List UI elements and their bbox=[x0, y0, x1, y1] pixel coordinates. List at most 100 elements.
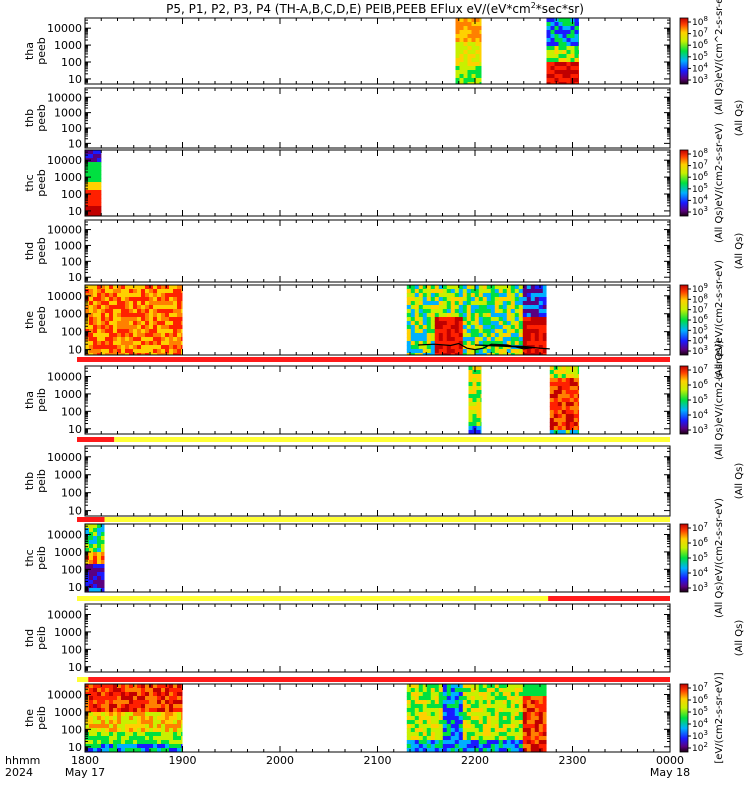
spectrogram-cell bbox=[153, 696, 158, 701]
spectrogram-cell bbox=[467, 50, 472, 55]
spectrogram-cell bbox=[418, 349, 424, 354]
spectrogram-cell bbox=[549, 402, 555, 407]
spectrogram-cell bbox=[85, 309, 90, 314]
spectrogram-cell bbox=[462, 289, 468, 294]
spectrogram-cell bbox=[502, 333, 508, 338]
spectrogram-cell bbox=[410, 345, 416, 350]
spectrogram-cell bbox=[534, 341, 540, 346]
spectrogram-cell bbox=[414, 353, 420, 355]
spectrogram-cell bbox=[97, 540, 102, 545]
spectrogram-cell bbox=[530, 341, 536, 346]
spectrogram-cell bbox=[574, 26, 579, 31]
colorbar-tick-label: 102 bbox=[692, 741, 708, 754]
spectrogram-cell bbox=[169, 736, 174, 741]
spectrogram-cell bbox=[125, 337, 130, 342]
spectrogram-cell bbox=[476, 406, 481, 411]
spectrogram-cell bbox=[574, 58, 579, 63]
colorbar-tick-label: 107 bbox=[692, 27, 708, 40]
spectrogram-cell bbox=[101, 297, 106, 302]
spectrogram-cell bbox=[538, 349, 544, 354]
spectrogram-cell bbox=[578, 74, 579, 79]
spectrogram-cell bbox=[502, 700, 508, 705]
spectrogram-cell bbox=[466, 724, 472, 729]
spectrogram-cell bbox=[490, 349, 496, 354]
spectrogram-cell bbox=[550, 38, 555, 43]
spectrogram-cell bbox=[476, 382, 481, 387]
spectrogram-cell bbox=[482, 325, 488, 330]
spectrogram-cell bbox=[470, 724, 476, 729]
spectrogram-cell bbox=[455, 18, 460, 23]
mode-bar bbox=[77, 677, 670, 682]
spectrogram-cell bbox=[510, 748, 516, 752]
spectrogram-cell bbox=[573, 386, 579, 391]
spectrogram-cell bbox=[475, 42, 480, 47]
colorbar-tick-label: 107 bbox=[692, 681, 708, 694]
spectrogram-cell bbox=[538, 341, 544, 346]
spectrogram-cell bbox=[137, 325, 142, 330]
spectrogram-cell bbox=[97, 700, 102, 705]
y-axis-label: peib bbox=[35, 388, 48, 412]
spectrogram-cell bbox=[105, 321, 110, 326]
spectrogram-cell bbox=[113, 329, 118, 334]
spectrogram-cell bbox=[97, 732, 102, 737]
spectrogram-cell bbox=[558, 70, 563, 75]
spectrogram-cell bbox=[406, 720, 412, 725]
spectrogram-cell bbox=[137, 700, 142, 705]
spectrogram-cell bbox=[169, 716, 174, 721]
spectrogram-cell bbox=[502, 329, 508, 334]
spectrogram-cell bbox=[475, 70, 480, 75]
spectrogram-cell bbox=[450, 353, 456, 355]
colorbar-tick-label: 108 bbox=[692, 292, 708, 305]
spectrogram-cell bbox=[141, 317, 146, 322]
spectrogram-cell bbox=[498, 309, 504, 314]
spectrogram-cell bbox=[133, 748, 138, 752]
spectrogram-cell bbox=[546, 46, 551, 51]
spectrogram-cell bbox=[93, 333, 98, 338]
spectrogram-cell bbox=[113, 744, 118, 749]
spectrogram-cell bbox=[157, 692, 162, 697]
spectrogram-cell bbox=[410, 704, 416, 709]
spectrogram-cell bbox=[459, 58, 464, 63]
spectrogram-cell bbox=[153, 289, 158, 294]
spectrogram-cell bbox=[518, 740, 524, 745]
y-axis-label: tha bbox=[23, 391, 36, 409]
spectrogram-cell bbox=[506, 700, 512, 705]
spectrogram-cell bbox=[169, 329, 174, 334]
spectrogram-cell bbox=[518, 333, 524, 338]
spectrogram-cell bbox=[109, 337, 114, 342]
spectrogram-cell bbox=[165, 333, 170, 338]
spectrogram-cell bbox=[549, 386, 555, 391]
spectrogram-cell bbox=[418, 696, 424, 701]
spectrogram-cell bbox=[101, 692, 106, 697]
spectrogram-cell bbox=[121, 744, 126, 749]
spectrogram-cell bbox=[93, 540, 98, 545]
spectrogram-cell bbox=[181, 724, 183, 729]
spectrogram-cell bbox=[165, 309, 170, 314]
spectrogram-cell bbox=[470, 305, 476, 310]
spectrogram-cell bbox=[530, 297, 536, 302]
spectrogram-cell bbox=[526, 349, 532, 354]
spectrogram-cell bbox=[490, 285, 496, 290]
spectrogram-cell bbox=[498, 728, 504, 733]
spectrogram-cell bbox=[410, 740, 416, 745]
spectrogram-cell bbox=[446, 696, 452, 701]
panel-frame bbox=[84, 17, 671, 85]
colorbar-side-label: (All Qs) bbox=[734, 233, 745, 270]
spectrogram-cell bbox=[526, 293, 532, 298]
spectrogram-cell bbox=[418, 708, 424, 713]
spectrogram-cell bbox=[153, 301, 158, 306]
spectrogram-cell bbox=[542, 325, 547, 330]
colorbar-gradient bbox=[679, 149, 689, 217]
spectrogram-cell bbox=[406, 692, 412, 697]
spectrogram-cell bbox=[133, 736, 138, 741]
spectrogram-cell bbox=[97, 293, 102, 298]
spectrogram-cell bbox=[514, 712, 520, 717]
spectrogram-cell bbox=[468, 410, 473, 415]
spectrogram-cell bbox=[426, 684, 432, 689]
spectrogram-cell bbox=[534, 744, 540, 749]
spectrogram-cell bbox=[522, 313, 528, 318]
spectrogram-cell bbox=[466, 716, 472, 721]
spectrogram-cell bbox=[161, 696, 166, 701]
spectrogram-cell bbox=[89, 700, 94, 705]
spectrogram-cell bbox=[577, 402, 580, 407]
